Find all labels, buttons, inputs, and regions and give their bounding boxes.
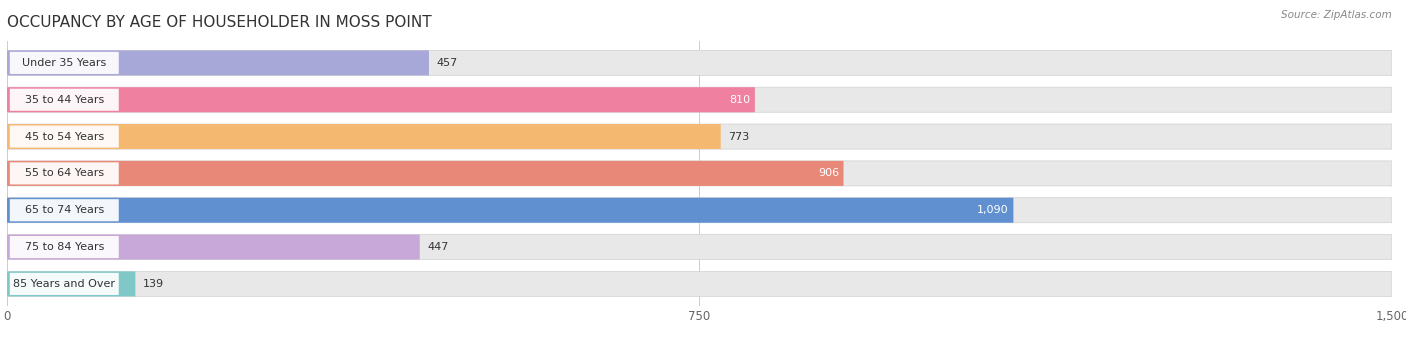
FancyBboxPatch shape — [7, 161, 844, 186]
Text: 447: 447 — [427, 242, 449, 252]
Text: 1,090: 1,090 — [977, 205, 1008, 215]
Text: 55 to 64 Years: 55 to 64 Years — [25, 168, 104, 179]
FancyBboxPatch shape — [7, 124, 1392, 149]
Text: 75 to 84 Years: 75 to 84 Years — [24, 242, 104, 252]
FancyBboxPatch shape — [7, 235, 1392, 260]
Text: Under 35 Years: Under 35 Years — [22, 58, 107, 68]
Text: Source: ZipAtlas.com: Source: ZipAtlas.com — [1281, 10, 1392, 20]
FancyBboxPatch shape — [7, 235, 420, 260]
Text: 45 to 54 Years: 45 to 54 Years — [25, 132, 104, 141]
FancyBboxPatch shape — [7, 198, 1392, 223]
Text: OCCUPANCY BY AGE OF HOUSEHOLDER IN MOSS POINT: OCCUPANCY BY AGE OF HOUSEHOLDER IN MOSS … — [7, 15, 432, 30]
FancyBboxPatch shape — [7, 198, 1014, 223]
FancyBboxPatch shape — [7, 87, 1392, 112]
FancyBboxPatch shape — [7, 271, 135, 296]
FancyBboxPatch shape — [7, 50, 1392, 75]
FancyBboxPatch shape — [10, 89, 118, 111]
FancyBboxPatch shape — [10, 52, 118, 74]
Text: 457: 457 — [436, 58, 457, 68]
FancyBboxPatch shape — [7, 124, 721, 149]
FancyBboxPatch shape — [7, 50, 429, 75]
FancyBboxPatch shape — [7, 87, 755, 112]
Text: 65 to 74 Years: 65 to 74 Years — [25, 205, 104, 215]
Text: 773: 773 — [728, 132, 749, 141]
FancyBboxPatch shape — [7, 161, 1392, 186]
FancyBboxPatch shape — [10, 273, 118, 295]
FancyBboxPatch shape — [7, 271, 1392, 296]
FancyBboxPatch shape — [10, 199, 118, 221]
FancyBboxPatch shape — [10, 163, 118, 184]
FancyBboxPatch shape — [10, 125, 118, 148]
Text: 85 Years and Over: 85 Years and Over — [13, 279, 115, 289]
Text: 139: 139 — [143, 279, 165, 289]
Text: 906: 906 — [818, 168, 839, 179]
Text: 35 to 44 Years: 35 to 44 Years — [25, 95, 104, 105]
FancyBboxPatch shape — [10, 236, 118, 258]
Text: 810: 810 — [730, 95, 751, 105]
